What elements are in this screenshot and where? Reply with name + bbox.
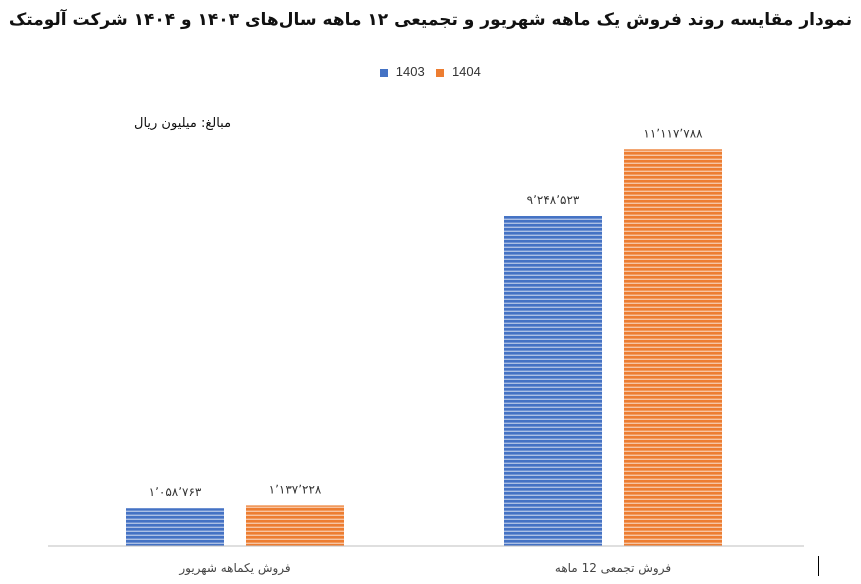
data-label-1403-2: ۹٬۲۴۸٬۵۲۳ [527, 193, 580, 207]
legend-swatch-1404 [436, 68, 445, 77]
bar-1403-1 [126, 508, 224, 546]
legend-swatch-1403 [380, 68, 389, 77]
chart-title: نمودار مقایسه روند فروش یک ماهه شهریور و… [8, 10, 853, 30]
legend-label-1403: 1403 [395, 64, 425, 79]
legend-item-1403: 1403 [380, 64, 425, 79]
data-label-1403-1: ۱٬۰۵۸٬۷۶۳ [149, 485, 202, 499]
text-cursor-mark [818, 556, 819, 576]
legend-label-1404: 1404 [451, 64, 481, 79]
bar-1403-2 [504, 216, 602, 546]
category-label-2: فروش تجمعی 12 ماهه [555, 561, 671, 576]
data-label-1404-2: ۱۱٬۱۱۷٬۷۸۸ [643, 126, 703, 140]
category-label-1: فروش یکماهه شهریور [178, 561, 290, 576]
legend: 1403 1404 [0, 64, 861, 79]
unit-note: مبالغ: میلیون ریال [134, 116, 232, 131]
data-label-1404-1: ۱٬۱۳۷٬۲۲۸ [269, 482, 322, 496]
bar-1404-2 [624, 149, 722, 546]
bar-1404-1 [246, 505, 344, 546]
legend-item-1404: 1404 [436, 64, 481, 79]
